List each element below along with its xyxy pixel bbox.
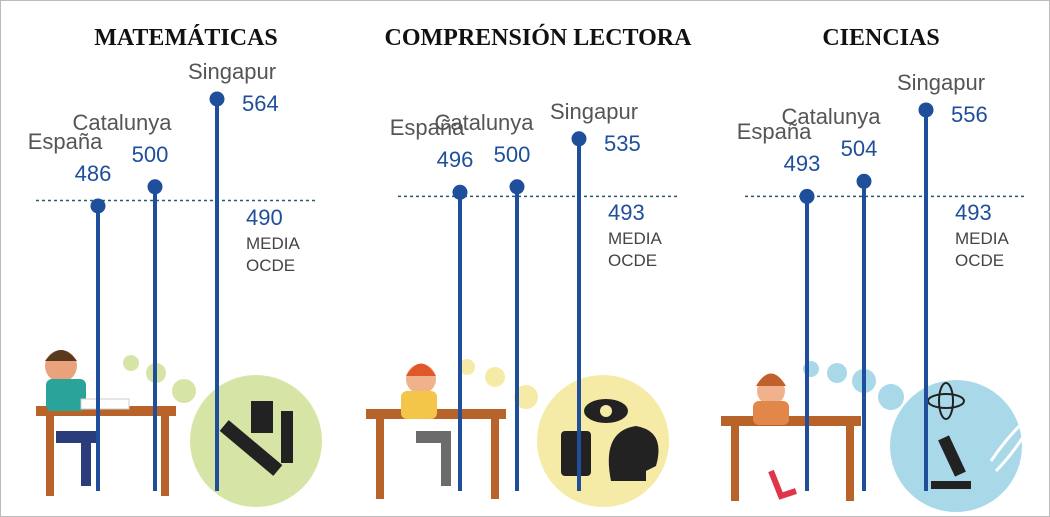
value-label: 535 bbox=[604, 131, 641, 157]
dot bbox=[91, 199, 106, 214]
dot bbox=[148, 179, 163, 194]
category-label: Singapur bbox=[897, 70, 985, 96]
value-label: 496 bbox=[437, 147, 474, 173]
infographic: MATEMÁTICAS490MEDIA OCDEEspaña486Catalun… bbox=[0, 0, 1050, 517]
category-label: Catalunya bbox=[781, 104, 880, 130]
value-label: 564 bbox=[242, 91, 279, 117]
dot bbox=[210, 92, 225, 107]
category-label: Catalunya bbox=[72, 110, 171, 136]
value-label: 500 bbox=[132, 142, 169, 168]
dot bbox=[453, 185, 468, 200]
dot bbox=[800, 189, 815, 204]
reference-label: MEDIA OCDE bbox=[246, 233, 316, 277]
math-illustration bbox=[36, 350, 322, 507]
dot bbox=[510, 179, 525, 194]
reference-value: 493 bbox=[608, 200, 645, 226]
category-label: Singapur bbox=[188, 59, 276, 85]
value-label: 556 bbox=[951, 102, 988, 128]
category-label: Catalunya bbox=[434, 110, 533, 136]
panel-title: CIENCIAS bbox=[822, 25, 939, 52]
reference-value: 493 bbox=[955, 200, 992, 226]
panel-title: COMPRENSIÓN LECTORA bbox=[385, 25, 692, 52]
dot bbox=[919, 102, 934, 117]
value-label: 493 bbox=[784, 151, 821, 177]
category-label: Singapur bbox=[550, 99, 638, 125]
value-label: 504 bbox=[841, 136, 878, 162]
dot bbox=[857, 174, 872, 189]
value-label: 500 bbox=[494, 142, 531, 168]
illustrations bbox=[1, 1, 1049, 516]
reference-value: 490 bbox=[246, 205, 283, 231]
science-illustration bbox=[721, 361, 1036, 512]
reference-label: MEDIA OCDE bbox=[955, 228, 1025, 272]
dot bbox=[572, 131, 587, 146]
value-label: 486 bbox=[75, 161, 112, 187]
panel-title: MATEMÁTICAS bbox=[94, 25, 278, 52]
reference-label: MEDIA OCDE bbox=[608, 228, 678, 272]
